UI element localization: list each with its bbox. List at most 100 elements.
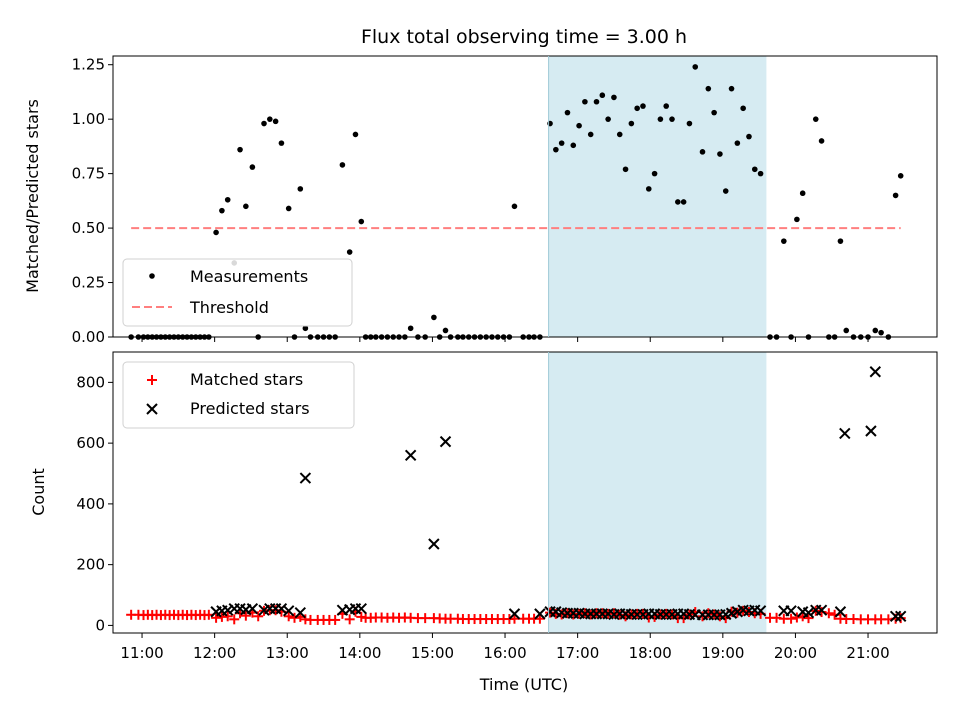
x-tick-label: 14:00 xyxy=(338,644,381,662)
matched-point xyxy=(786,613,797,624)
measurement-point xyxy=(717,151,723,157)
matched-point xyxy=(534,613,545,624)
legend-marker-predicted xyxy=(146,403,158,415)
predicted-point xyxy=(889,610,902,622)
measurement-point xyxy=(339,162,346,168)
axes-frame xyxy=(112,55,938,338)
y-tick-label: 0.50 xyxy=(72,219,105,237)
measurement-point xyxy=(219,207,225,214)
measurement-point xyxy=(722,188,729,194)
measurement-point xyxy=(794,216,800,223)
measurement-point xyxy=(705,85,712,92)
matched-point xyxy=(791,612,802,623)
measurement-point xyxy=(675,199,681,205)
x-tick-label: 20:00 xyxy=(774,644,817,662)
measurement-point xyxy=(692,64,699,70)
y-tick-label: 200 xyxy=(76,556,105,574)
legend-label-threshold: Threshold xyxy=(189,298,269,317)
measurement-point xyxy=(711,109,717,116)
x-tick-label: 12:00 xyxy=(193,644,236,662)
x-tick-label: 15:00 xyxy=(411,644,454,662)
measurement-point xyxy=(213,229,219,236)
measurement-point xyxy=(799,190,806,197)
legend-marker-matched xyxy=(147,375,157,385)
measurement-point xyxy=(553,146,559,153)
x-tick-label: 11:00 xyxy=(120,644,163,662)
y-tick-label: 800 xyxy=(76,373,105,391)
measurement-point xyxy=(634,105,640,112)
measurement-point xyxy=(297,186,304,192)
matched-point xyxy=(222,611,233,622)
matched-point xyxy=(229,614,240,625)
measurement-point xyxy=(628,120,635,127)
measurement-point xyxy=(669,116,675,122)
matched-point xyxy=(344,614,355,625)
predicted-point xyxy=(802,606,815,619)
measurement-point xyxy=(547,120,553,127)
count-panel: 0 200 400 600 800 11:00 12:00 13:00 14:00 15:00 1… xyxy=(29,351,938,694)
measurement-point xyxy=(751,166,758,173)
matched-point xyxy=(283,611,294,622)
x-tick-label: 18:00 xyxy=(629,644,672,662)
y-tick-label: 400 xyxy=(76,495,105,513)
measurement-point xyxy=(680,199,687,205)
measurement-point xyxy=(576,122,582,129)
measurement-point xyxy=(781,238,787,244)
y-tick-label: 1.00 xyxy=(72,110,105,128)
measurement-point xyxy=(582,98,588,105)
measurement-point xyxy=(734,140,741,146)
measurement-point xyxy=(843,327,850,334)
measurement-point xyxy=(285,205,292,212)
predicted-point xyxy=(815,604,828,616)
matched-point xyxy=(420,613,431,624)
measurement-point xyxy=(267,116,273,122)
matched-point xyxy=(240,610,251,621)
measurement-point xyxy=(249,164,256,170)
measurement-point xyxy=(511,203,518,210)
legend-marker-measurements xyxy=(149,273,155,279)
predicted-point xyxy=(439,435,452,448)
measurement-point xyxy=(663,103,670,109)
measurement-point xyxy=(570,142,577,149)
measurement-point xyxy=(272,118,279,125)
measurement-point xyxy=(599,92,606,99)
measurement-point xyxy=(878,329,884,336)
x-tick-label: 13:00 xyxy=(266,644,309,662)
measurement-point xyxy=(611,94,617,101)
measurement-point xyxy=(757,170,764,177)
observing-span xyxy=(548,352,767,633)
measurement-point xyxy=(302,325,309,332)
measurement-point xyxy=(728,85,735,92)
measurement-point xyxy=(431,314,437,321)
measurement-point xyxy=(746,133,752,140)
measurement-point xyxy=(657,116,664,122)
measurement-point xyxy=(558,140,565,146)
predicted-point xyxy=(355,602,367,615)
measurement-point xyxy=(686,120,693,127)
chart-title: Flux total observing time = 3.00 h xyxy=(361,26,687,48)
matched-point xyxy=(509,613,520,624)
predicted-point xyxy=(299,472,312,484)
measurement-point xyxy=(651,170,658,177)
x-axis-label: Time (UTC) xyxy=(479,675,568,694)
legend-label-measurements: Measurements xyxy=(190,267,308,286)
measurement-point xyxy=(346,249,353,255)
predicted-point xyxy=(839,427,851,440)
measurement-point xyxy=(352,131,359,138)
x-tick-label: 21:00 xyxy=(846,644,889,662)
predicted-point xyxy=(282,605,295,617)
measurement-point xyxy=(818,138,825,144)
predicted-point xyxy=(754,605,767,617)
measurement-point xyxy=(699,149,706,155)
measurement-point xyxy=(897,173,904,179)
y-tick-label: 600 xyxy=(76,434,105,452)
measurement-point xyxy=(740,105,746,112)
measurement-point xyxy=(442,327,449,334)
y-tick-label: 0 xyxy=(95,616,105,634)
measurement-point xyxy=(224,196,231,203)
legend: Measurements Threshold xyxy=(122,258,353,327)
measurement-point xyxy=(645,186,652,192)
legend-label-matched: Matched stars xyxy=(190,370,303,389)
y-tick-label: 0.75 xyxy=(72,165,105,183)
